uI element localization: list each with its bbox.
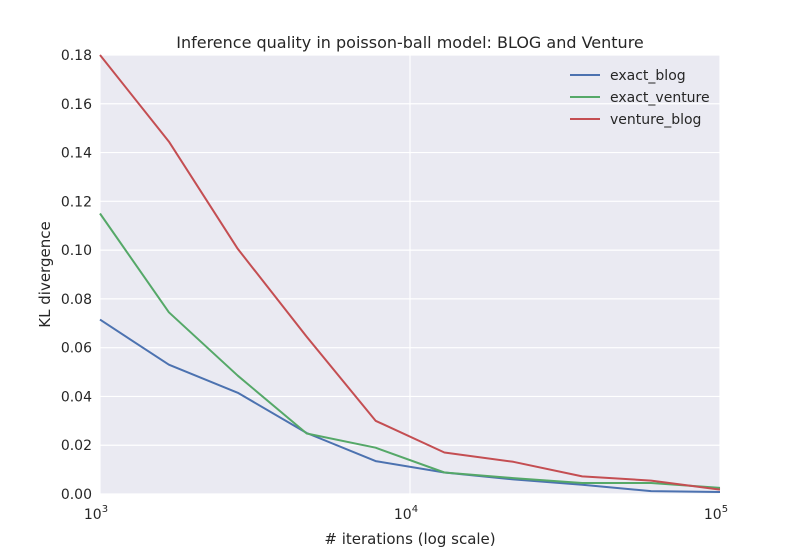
- grid-lines: [99, 54, 721, 495]
- legend-label-exact-blog: exact_blog: [610, 68, 686, 84]
- series-line-venture-blog: [99, 54, 721, 491]
- y-tick-label: 0.18: [61, 48, 92, 64]
- y-tick-label: 0.16: [61, 97, 92, 113]
- x-axis-label: # iterations (log scale): [324, 530, 495, 548]
- series-lines: [99, 54, 721, 493]
- y-tick-label: 0.08: [61, 292, 92, 308]
- series-line-exact-venture: [99, 212, 721, 489]
- x-tick-label: 104: [394, 504, 418, 523]
- y-axis-label: KL divergence: [36, 221, 54, 327]
- y-tick-label: 0.14: [61, 146, 92, 162]
- x-tick-base: 10: [394, 507, 412, 523]
- y-tick-label: 0.04: [61, 389, 92, 405]
- y-tick-label: 0.10: [61, 243, 92, 259]
- y-tick-label: 0.12: [61, 194, 92, 210]
- legend: exact_blog exact_venture venture_blog: [570, 68, 710, 128]
- x-tick-exponent: 5: [722, 504, 728, 515]
- x-tick-base: 10: [704, 507, 722, 523]
- y-tick-label: 0.06: [61, 341, 92, 357]
- x-tick-exponent: 4: [412, 504, 418, 515]
- chart-title: Inference quality in poisson-ball model:…: [176, 33, 644, 52]
- x-tick-label: 105: [704, 504, 728, 523]
- x-tick-label: 103: [84, 504, 108, 523]
- legend-label-exact-venture: exact_venture: [610, 90, 710, 106]
- y-tick-label: 0.00: [61, 487, 92, 503]
- x-tick-labels: 103 104 105: [84, 504, 728, 523]
- series-line-exact-blog: [99, 318, 721, 493]
- y-tick-label: 0.02: [61, 438, 92, 454]
- x-tick-base: 10: [84, 507, 102, 523]
- x-tick-exponent: 3: [102, 504, 108, 515]
- legend-label-venture-blog: venture_blog: [610, 112, 701, 128]
- y-tick-labels: 0.00 0.02 0.04 0.06 0.08 0.10 0.12 0.14 0.16 0.18: [61, 48, 92, 503]
